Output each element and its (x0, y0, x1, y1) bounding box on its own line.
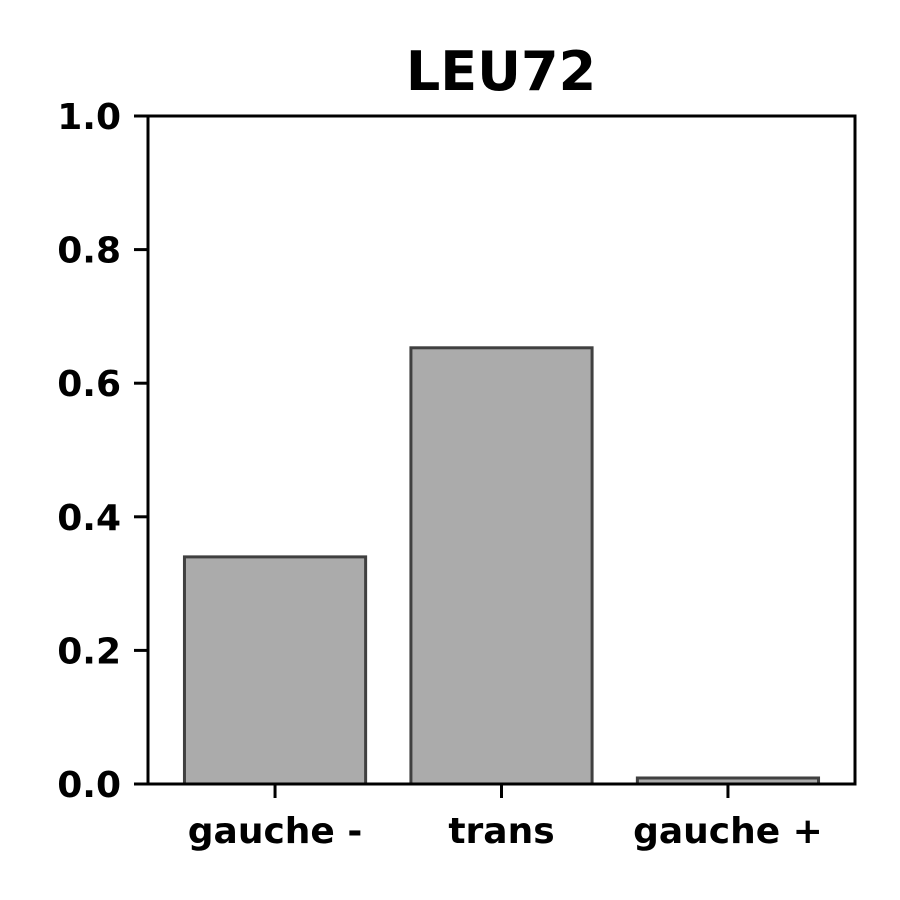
x-axis: gauche - trans gauche + (188, 784, 823, 852)
y-axis: 0.0 0.2 0.4 0.6 0.8 1.0 (57, 97, 148, 806)
x-tick-label: gauche - (188, 811, 363, 852)
plot-frame (146, 114, 857, 786)
y-tick-label: 1.0 (57, 97, 121, 138)
bar-gauche (182, 555, 368, 786)
y-tick-label: 0.0 (57, 765, 121, 806)
y-tick-label: 0.2 (57, 631, 121, 672)
bars-group (182, 346, 821, 786)
bar-trans (409, 346, 594, 786)
chart-title: LEU72 (406, 40, 596, 103)
y-tick-label: 0.6 (57, 364, 121, 405)
x-tick-label: gauche + (633, 811, 823, 852)
y-tick-label: 0.8 (57, 231, 121, 272)
y-tick-label: 0.4 (57, 498, 121, 539)
x-tick-label: trans (448, 811, 554, 852)
